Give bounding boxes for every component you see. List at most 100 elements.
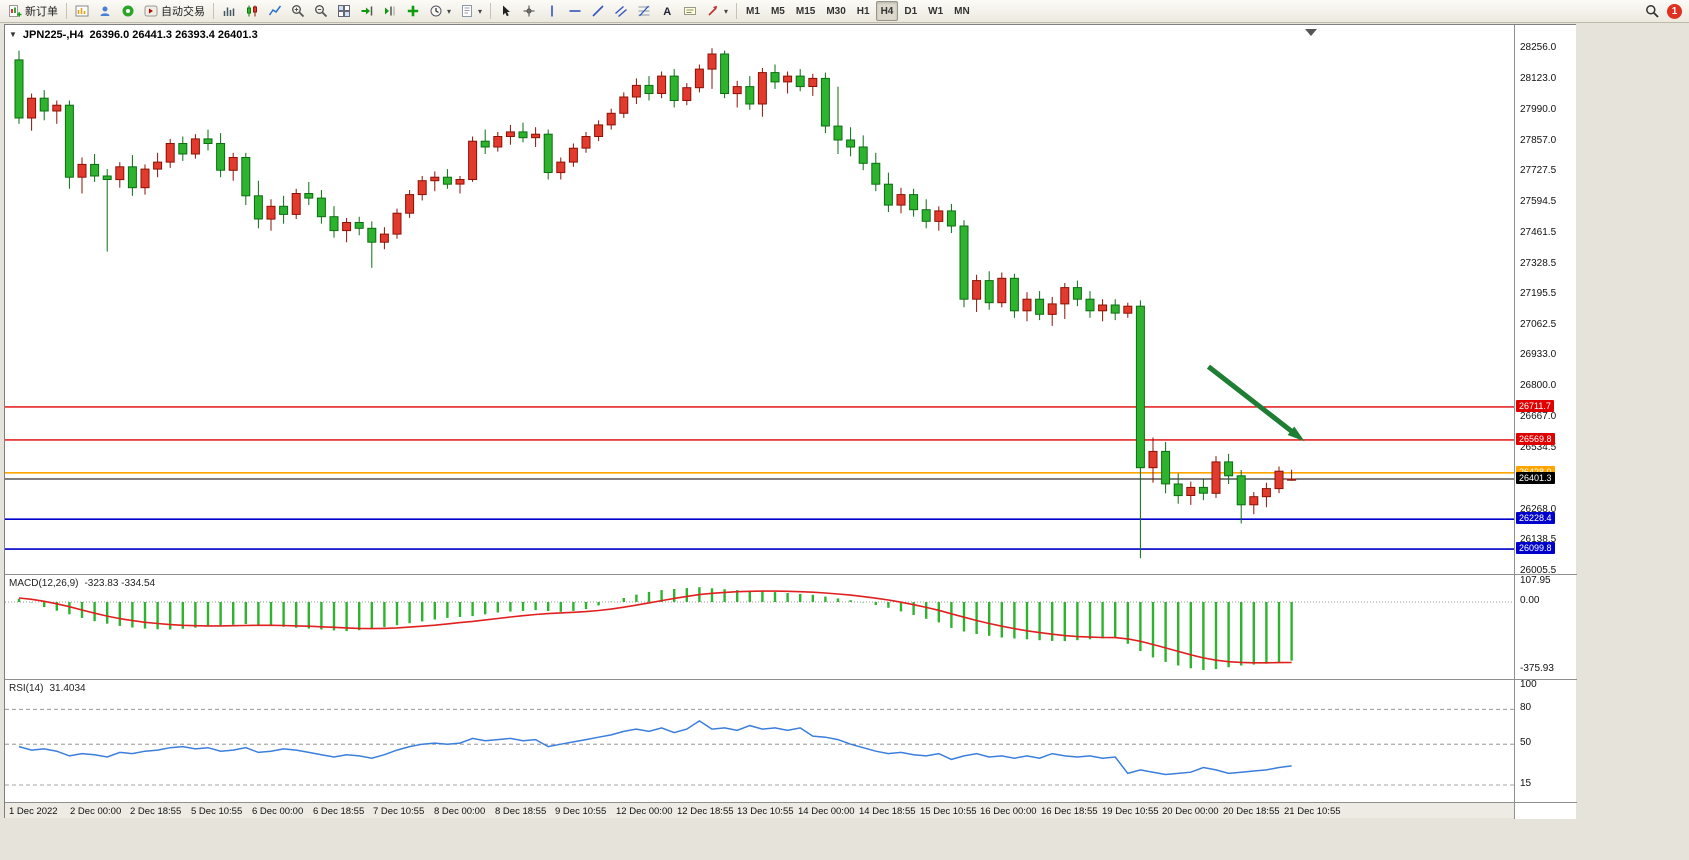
vertical-line-button[interactable] [541, 1, 563, 21]
cursor-icon [503, 5, 511, 17]
notification-badge[interactable]: 1 [1667, 3, 1682, 19]
main-chart-canvas[interactable] [5, 25, 1514, 574]
new-order-button[interactable]: 新订单 [4, 1, 62, 21]
autotrading-button[interactable]: 自动交易 [140, 1, 209, 21]
rsi-name: RSI(14) [9, 683, 44, 694]
candlestick-chart-button[interactable] [241, 1, 263, 21]
macd-tick: -375.93 [1520, 663, 1554, 674]
timeframe-w1-button[interactable]: W1 [923, 1, 948, 21]
time-label: 12 Dec 18:55 [677, 806, 734, 817]
price-badge: 26099.8 [1516, 542, 1555, 554]
time-label: 9 Dec 10:55 [555, 806, 607, 817]
chart-shift-marker-icon[interactable] [1305, 29, 1317, 36]
price-tick: 27990.0 [1520, 104, 1557, 115]
crosshair-button[interactable] [518, 1, 540, 21]
timeframe-d1-button[interactable]: D1 [899, 1, 922, 21]
line-chart-icon [268, 5, 282, 16]
new-chart-button[interactable] [71, 1, 93, 21]
trend-arrow-annotation[interactable] [1206, 364, 1305, 442]
time-label: 14 Dec 18:55 [859, 806, 916, 817]
svg-text:A: A [663, 6, 671, 18]
templates-button[interactable]: ▾ [456, 1, 486, 21]
time-label: 6 Dec 18:55 [313, 806, 365, 817]
chart-menu-icon[interactable]: ▼ [9, 30, 17, 39]
text-label-button[interactable] [679, 1, 701, 21]
search-icon [1646, 5, 1659, 18]
macd-canvas[interactable] [5, 575, 1514, 679]
autotrading-icon [144, 5, 158, 17]
macd-values: -323.83 -334.54 [84, 578, 156, 589]
crosshair-icon [523, 5, 535, 17]
zoom-out-button[interactable] [310, 1, 332, 21]
toolbar-separator [490, 3, 492, 19]
fibonacci-button[interactable] [633, 1, 655, 21]
indicators-button[interactable] [402, 1, 424, 21]
timeframe-m1-button[interactable]: M1 [741, 1, 765, 21]
zoom-out-icon [315, 5, 328, 18]
price-tick: 27062.5 [1520, 319, 1557, 330]
horizontal-line-button[interactable] [564, 1, 586, 21]
time-axis: 1 Dec 2022 2 Dec 00:00 2 Dec 18:55 5 Dec 10… [5, 802, 1514, 818]
timeframe-h1-button[interactable]: H1 [852, 1, 875, 21]
price-axis: 28256.0 28123.0 27990.0 27857.0 27727.5 27594… [1514, 25, 1577, 819]
price-badge: 26401.3 [1516, 472, 1555, 484]
price-tick: 26138.5 [1520, 534, 1557, 545]
price-tick: 26005.5 [1520, 565, 1557, 576]
timeframe-h4-button[interactable]: H4 [875, 1, 899, 21]
timeframe-mn-button[interactable]: MN [949, 1, 975, 21]
price-tick: 27594.5 [1520, 196, 1557, 207]
candlestick-chart-icon [247, 5, 257, 17]
time-label: 14 Dec 00:00 [798, 806, 855, 817]
price-tick: 26268.0 [1520, 504, 1557, 515]
horizontal-line-icon [569, 10, 581, 12]
main-chart-pane[interactable]: ▼ JPN225-,H4 26396.0 26441.3 26393.4 264… [5, 25, 1514, 574]
macd-histogram [17, 587, 1293, 670]
pane-divider [1515, 679, 1577, 680]
timeframe-m30-button[interactable]: M30 [821, 1, 850, 21]
channel-icon [615, 5, 627, 18]
price-tick: 27857.0 [1520, 135, 1557, 146]
time-label: 5 Dec 10:55 [191, 806, 243, 817]
price-tick: 27727.5 [1520, 165, 1557, 176]
macd-tick: 0.00 [1520, 595, 1540, 606]
time-label: 20 Dec 18:55 [1223, 806, 1280, 817]
chart-shift-button[interactable] [379, 1, 401, 21]
community-button[interactable] [117, 1, 139, 21]
symbol-period-title: JPN225-,H4 [22, 29, 84, 41]
arrows-button[interactable]: ▾ [702, 1, 732, 21]
macd-pane[interactable]: MACD(12,26,9) -323.83 -334.54 [5, 574, 1514, 679]
price-tick: 27328.5 [1520, 258, 1557, 269]
channel-button[interactable] [610, 1, 632, 21]
zoom-in-button[interactable] [287, 1, 309, 21]
bar-chart-button[interactable] [218, 1, 240, 21]
rsi-canvas[interactable] [5, 680, 1514, 802]
time-label: 6 Dec 00:00 [252, 806, 304, 817]
rsi-tick: 80 [1520, 702, 1532, 713]
periods-button[interactable]: ▾ [425, 1, 455, 21]
text-button[interactable]: A [656, 1, 678, 21]
auto-scroll-button[interactable] [356, 1, 378, 21]
new-chart-icon [75, 5, 89, 17]
time-label: 15 Dec 10:55 [920, 806, 977, 817]
toolbar-separator [736, 3, 738, 19]
trendline-button[interactable] [587, 1, 609, 21]
rsi-pane[interactable]: RSI(14) 31.4034 [5, 679, 1514, 802]
pane-divider [1515, 802, 1577, 803]
search-button[interactable] [1641, 1, 1663, 21]
profiles-button[interactable] [94, 1, 116, 21]
candles [14, 48, 1297, 559]
time-label: 12 Dec 00:00 [616, 806, 673, 817]
time-label: 8 Dec 00:00 [434, 806, 486, 817]
price-tick: 26800.0 [1520, 380, 1557, 391]
cursor-button[interactable] [495, 1, 517, 21]
macd-signal-line [18, 590, 1292, 664]
price-badge: 26228.4 [1516, 512, 1555, 524]
templates-icon [462, 5, 473, 17]
vertical-line-icon [551, 5, 553, 17]
tile-windows-button[interactable] [333, 1, 355, 21]
timeframe-m15-button[interactable]: M15 [791, 1, 820, 21]
timeframe-m5-button[interactable]: M5 [766, 1, 790, 21]
price-tick: 26933.0 [1520, 349, 1557, 360]
line-chart-button[interactable] [264, 1, 286, 21]
trendline-icon [592, 5, 604, 17]
